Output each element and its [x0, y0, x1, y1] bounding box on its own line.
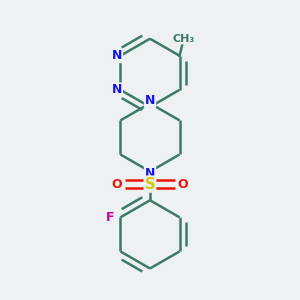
Text: N: N [145, 94, 155, 107]
Text: CH₃: CH₃ [173, 34, 195, 44]
Text: O: O [112, 178, 122, 190]
Text: F: F [105, 211, 114, 224]
Text: N: N [112, 49, 122, 62]
Text: O: O [178, 178, 188, 190]
Text: N: N [145, 167, 155, 180]
Text: S: S [145, 177, 155, 192]
Text: N: N [112, 83, 122, 96]
